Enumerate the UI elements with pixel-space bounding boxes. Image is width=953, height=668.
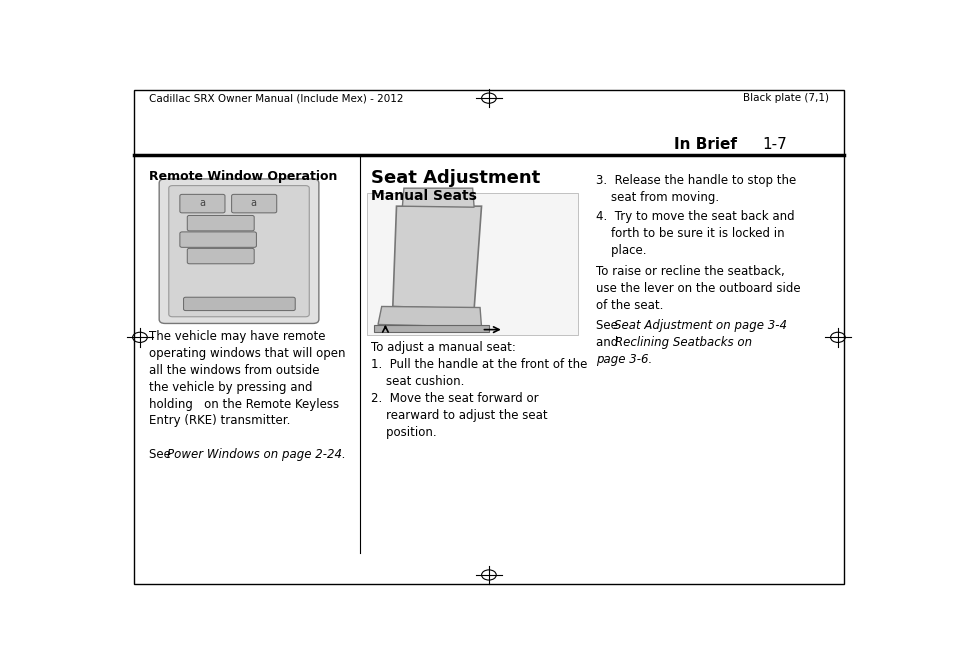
- Text: rearward to adjust the seat: rearward to adjust the seat: [370, 409, 547, 422]
- Text: position.: position.: [370, 426, 436, 440]
- Text: See: See: [149, 448, 174, 462]
- Bar: [374, 325, 488, 332]
- Text: Remote Window Operation: Remote Window Operation: [149, 170, 336, 183]
- Bar: [367, 193, 577, 335]
- Polygon shape: [393, 206, 481, 309]
- Text: and: and: [596, 336, 621, 349]
- Text: 3.  Release the handle to stop the: 3. Release the handle to stop the: [596, 174, 796, 187]
- Text: The vehicle may have remote: The vehicle may have remote: [149, 329, 325, 343]
- Text: Black plate (7,1): Black plate (7,1): [742, 93, 828, 103]
- Text: See: See: [596, 319, 621, 333]
- Text: 2.  Move the seat forward or: 2. Move the seat forward or: [370, 392, 537, 405]
- FancyBboxPatch shape: [159, 179, 318, 323]
- Text: 4.  Try to move the seat back and: 4. Try to move the seat back and: [596, 210, 794, 223]
- Text: 1-7: 1-7: [761, 137, 786, 152]
- Text: a: a: [251, 198, 256, 208]
- FancyBboxPatch shape: [187, 216, 253, 231]
- Text: place.: place.: [596, 244, 646, 257]
- Polygon shape: [402, 188, 474, 207]
- Text: holding   on the Remote Keyless: holding on the Remote Keyless: [149, 397, 338, 411]
- Text: 1.  Pull the handle at the front of the: 1. Pull the handle at the front of the: [370, 359, 586, 371]
- Text: seat cushion.: seat cushion.: [370, 375, 463, 388]
- FancyBboxPatch shape: [180, 232, 256, 247]
- Polygon shape: [377, 307, 481, 327]
- FancyBboxPatch shape: [169, 186, 309, 317]
- Text: Manual Seats: Manual Seats: [370, 189, 476, 203]
- Text: Power Windows on page 2-24.: Power Windows on page 2-24.: [167, 448, 345, 462]
- Text: operating windows that will open: operating windows that will open: [149, 347, 345, 359]
- Text: To adjust a manual seat:: To adjust a manual seat:: [370, 341, 515, 355]
- Text: Entry (RKE) transmitter.: Entry (RKE) transmitter.: [149, 414, 290, 428]
- Text: page 3-6.: page 3-6.: [596, 353, 652, 366]
- Text: use the lever on the outboard side: use the lever on the outboard side: [596, 283, 800, 295]
- Text: seat from moving.: seat from moving.: [596, 191, 719, 204]
- Text: all the windows from outside: all the windows from outside: [149, 363, 319, 377]
- Text: Reclining Seatbacks on: Reclining Seatbacks on: [615, 336, 752, 349]
- FancyBboxPatch shape: [187, 248, 253, 264]
- Text: In Brief: In Brief: [673, 137, 736, 152]
- Text: the vehicle by pressing and: the vehicle by pressing and: [149, 381, 312, 393]
- Text: Seat Adjustment on page 3-4: Seat Adjustment on page 3-4: [613, 319, 786, 333]
- FancyBboxPatch shape: [232, 194, 276, 213]
- FancyBboxPatch shape: [183, 297, 294, 311]
- FancyBboxPatch shape: [180, 194, 225, 213]
- Text: of the seat.: of the seat.: [596, 299, 662, 312]
- Text: Seat Adjustment: Seat Adjustment: [370, 168, 539, 186]
- Text: To raise or recline the seatback,: To raise or recline the seatback,: [596, 265, 784, 279]
- Text: a: a: [199, 198, 205, 208]
- Text: forth to be sure it is locked in: forth to be sure it is locked in: [596, 226, 784, 240]
- Text: Cadillac SRX Owner Manual (Include Mex) - 2012: Cadillac SRX Owner Manual (Include Mex) …: [149, 93, 403, 103]
